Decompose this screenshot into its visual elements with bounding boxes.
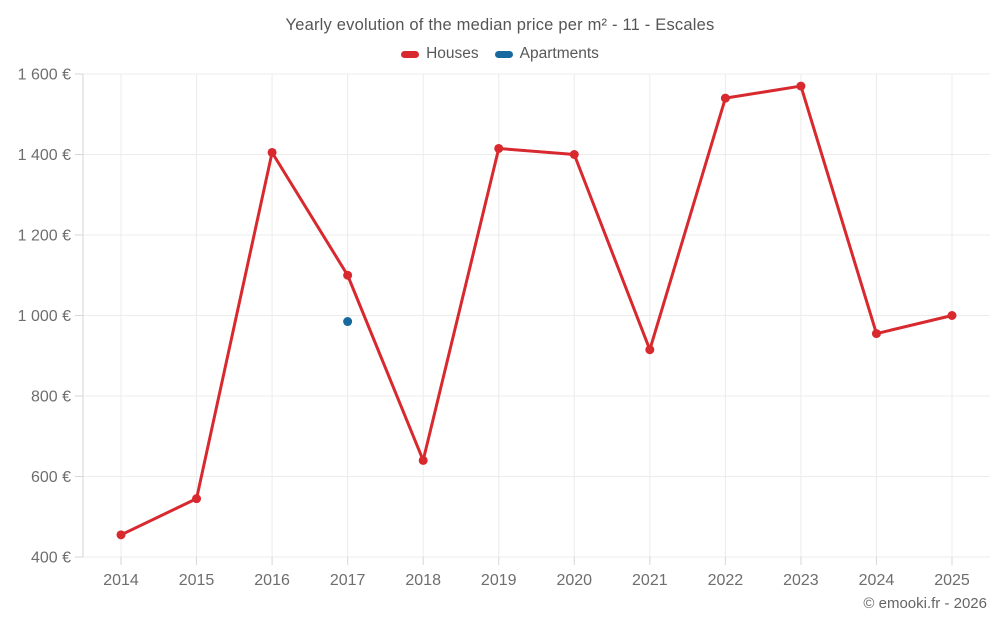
svg-text:2014: 2014 [103,572,139,589]
svg-text:2018: 2018 [405,572,441,589]
svg-text:2019: 2019 [481,572,517,589]
svg-text:1 000 €: 1 000 € [18,308,71,325]
apartments-series-swatch-icon [494,50,513,58]
chart-title: Yearly evolution of the median price per… [285,16,715,34]
credits-link[interactable]: © emooki.fr - 2026 [863,595,987,612]
svg-text:2017: 2017 [330,572,366,589]
svg-text:2024: 2024 [859,572,895,589]
svg-text:2023: 2023 [783,572,819,589]
svg-text:2016: 2016 [254,572,290,589]
svg-text:2015: 2015 [179,572,215,589]
chart-legend: Houses Apartments [0,45,1000,63]
svg-text:800 €: 800 € [31,389,71,406]
svg-text:1 600 €: 1 600 € [18,67,71,84]
legend-label-houses: Houses [426,45,479,62]
svg-text:1 200 €: 1 200 € [18,228,71,245]
legend-item-houses[interactable]: Houses [401,45,479,63]
svg-text:2022: 2022 [708,572,744,589]
svg-text:2021: 2021 [632,572,668,589]
legend-item-apartments[interactable]: Apartments [494,45,599,63]
svg-text:2025: 2025 [934,572,970,589]
svg-text:2020: 2020 [556,572,592,589]
houses-series-swatch-icon [401,50,420,58]
svg-text:600 €: 600 € [31,469,71,486]
legend-label-apartments: Apartments [519,45,599,62]
svg-text:1 400 €: 1 400 € [18,147,71,164]
svg-text:400 €: 400 € [31,550,71,567]
